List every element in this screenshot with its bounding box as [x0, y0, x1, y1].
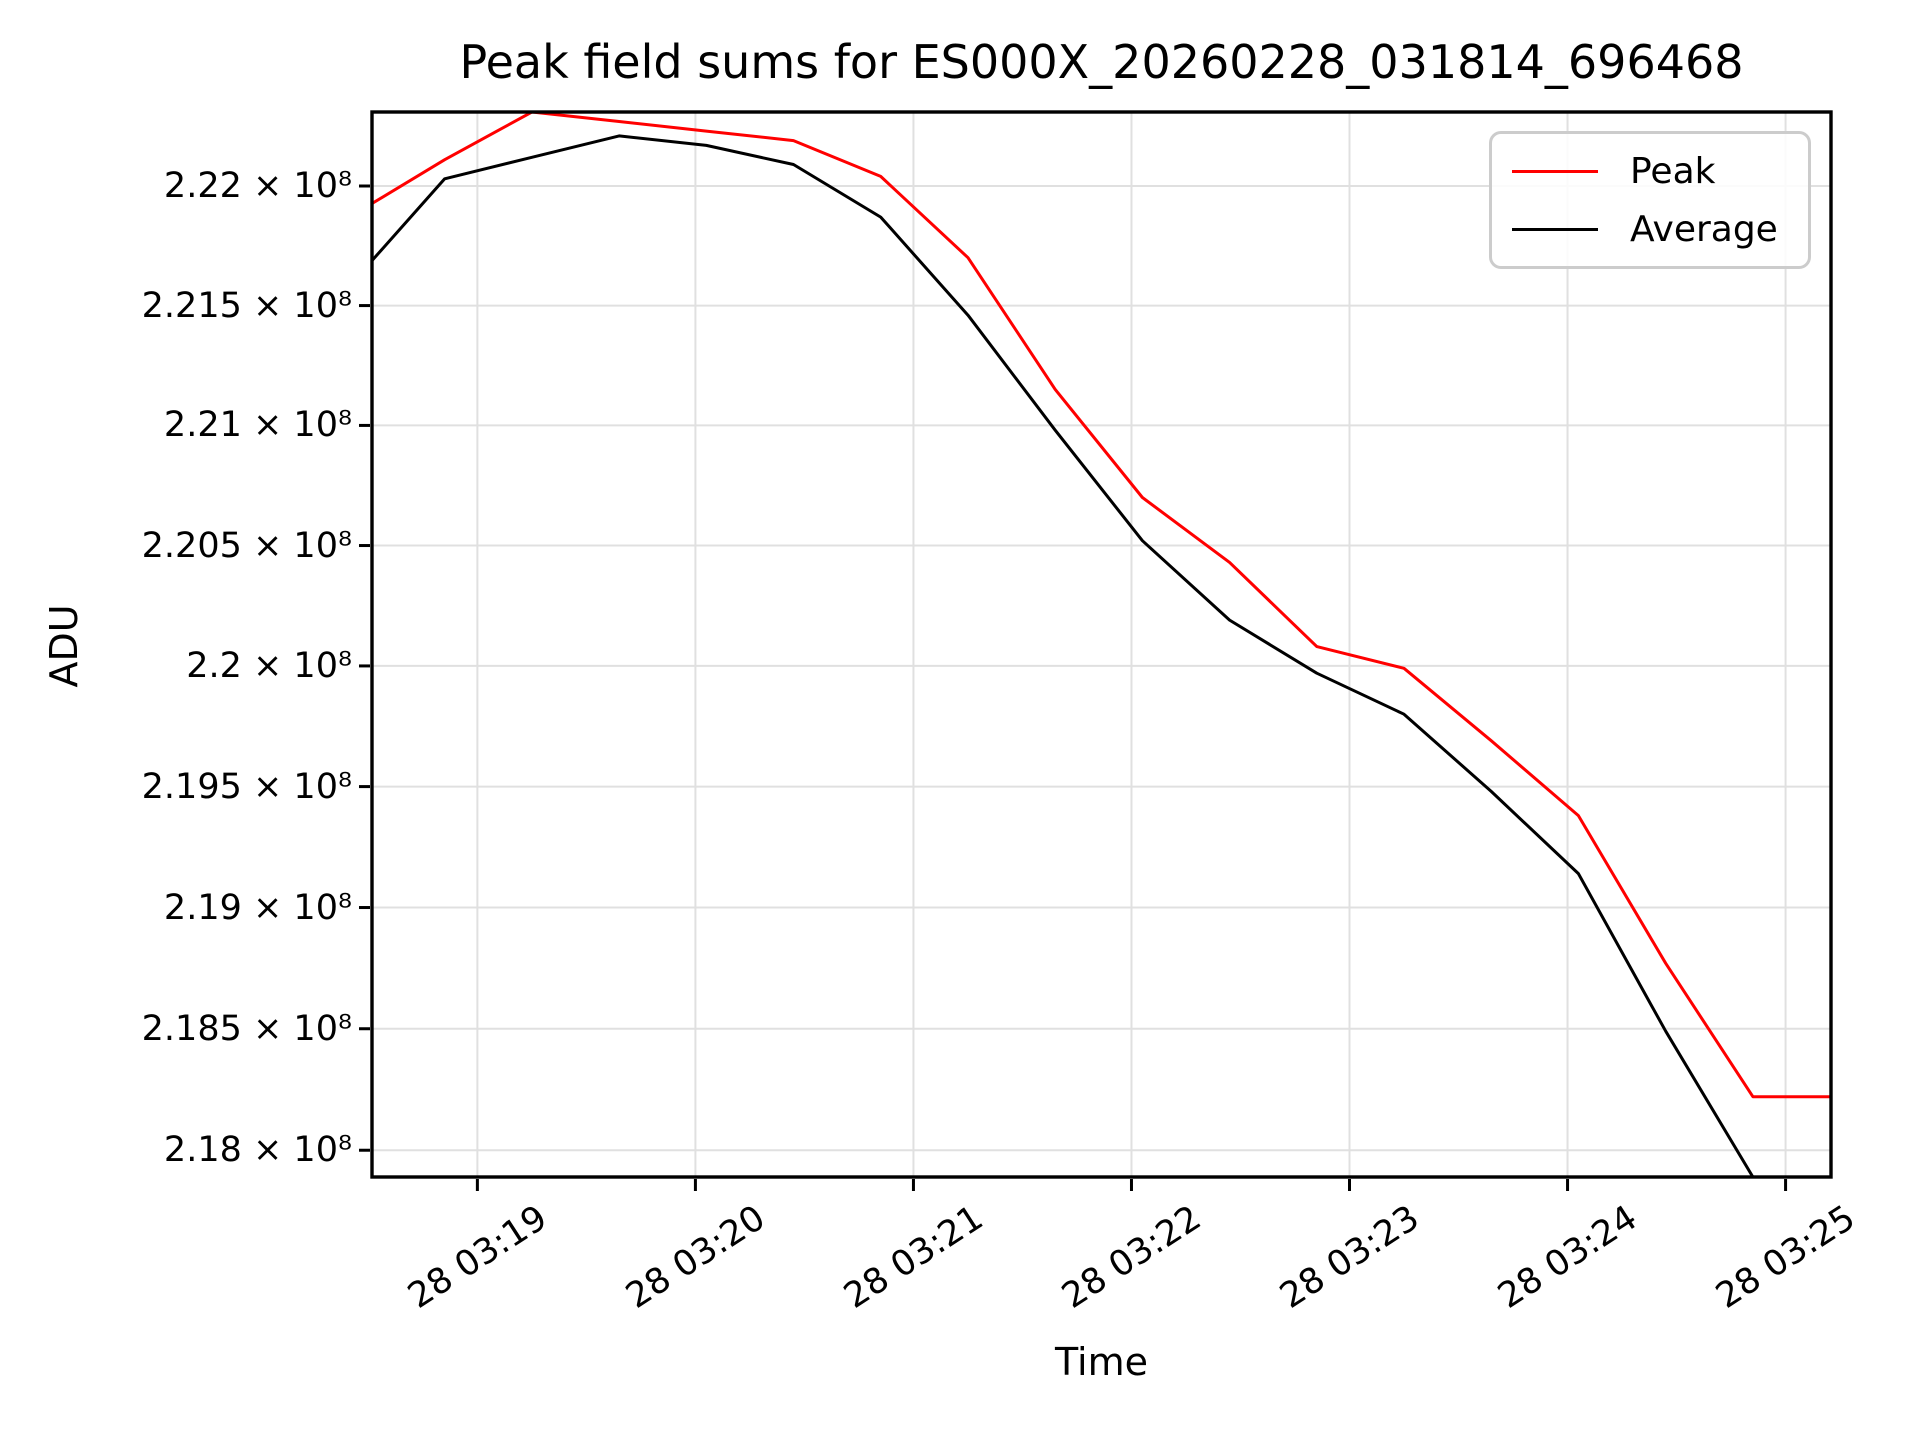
series-line-average — [372, 134, 1755, 1177]
y-tick-label: 2.22 × 10⁸ — [163, 166, 352, 206]
legend-average-line-sample — [1512, 227, 1598, 231]
y-tick-label: 2.21 × 10⁸ — [163, 405, 352, 446]
plot-spines — [370, 110, 1833, 1179]
y-tick-label: 2.18 × 10⁸ — [163, 1130, 352, 1171]
series-line-peak — [372, 112, 1831, 1099]
legend-average-label: Average — [1630, 208, 1778, 250]
legend: Peak Average — [1489, 131, 1811, 269]
legend-entry-peak: Peak — [1512, 151, 1788, 192]
tick-marks — [359, 184, 1788, 1191]
y-tick-label: 2.2 × 10⁸ — [186, 645, 352, 686]
legend-peak-line-sample — [1512, 169, 1598, 173]
x-axis-label: Time — [1055, 1340, 1148, 1384]
y-tick-label: 2.215 × 10⁸ — [141, 285, 352, 326]
gridlines — [372, 112, 1831, 1177]
y-tick-label: 2.185 × 10⁸ — [141, 1008, 352, 1049]
y-tick-label: 2.19 × 10⁸ — [163, 887, 352, 928]
series-lines — [372, 112, 1831, 1177]
y-tick-label: 2.195 × 10⁸ — [141, 766, 352, 807]
chart-title: Peak field sums for ES000X_20260228_0318… — [459, 35, 1744, 89]
legend-entry-average: Average — [1512, 209, 1788, 250]
legend-peak-label: Peak — [1630, 150, 1716, 192]
y-tick-label: 2.205 × 10⁸ — [141, 525, 352, 566]
